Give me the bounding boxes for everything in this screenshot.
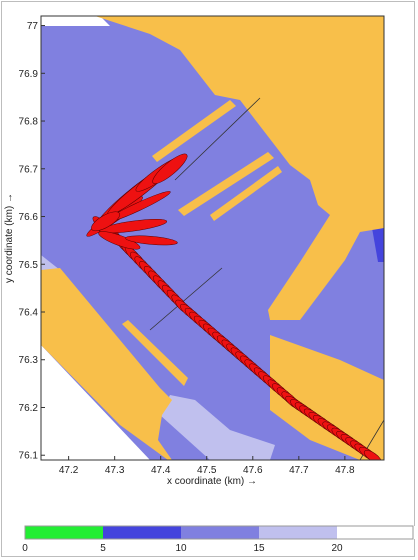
y-axis-label: y coordinate (km) → bbox=[4, 193, 15, 283]
colorbar-tick-label: 0 bbox=[22, 543, 28, 554]
y-tick-label: 76.3 bbox=[19, 355, 39, 366]
x-tick-label: 47.6 bbox=[243, 465, 263, 476]
x-tick-label: 47.3 bbox=[105, 465, 125, 476]
y-tick-label: 76.2 bbox=[19, 403, 39, 414]
colorbar-segment bbox=[103, 526, 181, 539]
track-ellipse bbox=[363, 450, 382, 460]
water-15-20-bottom bbox=[160, 395, 275, 460]
pier-1 bbox=[152, 100, 236, 162]
colorbar-ticks: 0 5 10 15 20 bbox=[22, 543, 343, 554]
y-tick-label: 76.8 bbox=[19, 117, 39, 128]
y-tick-label: 76.1 bbox=[19, 451, 39, 462]
water-20-plus-bottom bbox=[41, 345, 150, 460]
track-ellipse bbox=[152, 153, 188, 184]
x-tick-label: 47.2 bbox=[59, 465, 79, 476]
colorbar-segment bbox=[337, 526, 415, 539]
colorbar-tick-label: 5 bbox=[100, 543, 106, 554]
x-tick-label: 47.8 bbox=[335, 465, 355, 476]
y-axis-ticks: 76.1 76.2 76.3 76.4 76.5 76.6 76.7 76.8 76.9 77 bbox=[19, 21, 45, 462]
track-ellipse bbox=[91, 211, 120, 232]
colorbar-tick-label: 20 bbox=[331, 543, 343, 554]
colorbar-tick-label: 15 bbox=[253, 543, 265, 554]
colorbar-segment bbox=[259, 526, 337, 539]
land-southeast bbox=[270, 335, 384, 460]
water-20-plus-top bbox=[41, 16, 110, 26]
y-tick-label: 76.7 bbox=[19, 164, 39, 175]
reference-line-2 bbox=[149, 267, 223, 331]
water-15-20-left bbox=[41, 255, 60, 270]
land-southwest bbox=[41, 268, 172, 460]
x-axis-label: x coordinate (km) → bbox=[167, 476, 257, 487]
x-axis-ticks: 47.2 47.3 47.4 47.5 47.6 47.7 47.8 bbox=[59, 456, 355, 476]
x-tick-label: 47.7 bbox=[289, 465, 309, 476]
ship-track bbox=[86, 153, 382, 460]
colorbar-segment bbox=[181, 526, 259, 539]
y-tick-label: 76.9 bbox=[19, 69, 39, 80]
track-ellipse bbox=[125, 235, 178, 246]
track-ellipse bbox=[98, 231, 141, 250]
x-tick-label: 47.5 bbox=[197, 465, 217, 476]
pier-4 bbox=[122, 320, 188, 386]
reference-line-1 bbox=[174, 97, 261, 181]
plot-frame bbox=[40, 15, 385, 461]
y-tick-label: 76.4 bbox=[19, 308, 39, 319]
colorbar-border bbox=[24, 525, 414, 540]
track-ellipse bbox=[99, 219, 168, 234]
land-northeast bbox=[95, 16, 384, 320]
colorbar-segment bbox=[25, 526, 103, 539]
y-tick-label: 76.6 bbox=[19, 212, 39, 223]
colorbar-tick-label: 10 bbox=[175, 543, 187, 554]
x-tick-label: 47.4 bbox=[151, 465, 171, 476]
pier-3 bbox=[210, 166, 282, 221]
pier-2 bbox=[178, 152, 274, 216]
y-tick-label: 76.5 bbox=[19, 260, 39, 271]
water-5-10-right bbox=[372, 226, 384, 262]
colorbar bbox=[24, 525, 415, 540]
y-tick-label: 77 bbox=[27, 21, 39, 32]
